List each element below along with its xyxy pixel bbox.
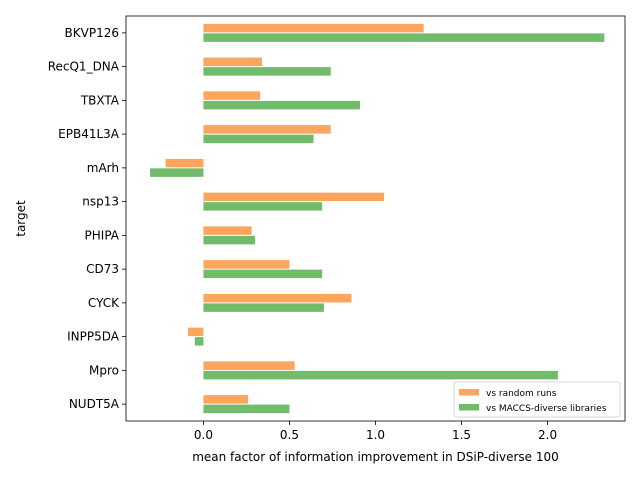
bar-maccs-diverse-epb41l3a xyxy=(203,134,314,144)
bar-random-runs-cd73 xyxy=(203,260,290,269)
x-tick-label: 0.5 xyxy=(280,428,299,442)
bar-maccs-diverse-cd73 xyxy=(203,269,323,279)
bar-maccs-diverse-tbxta xyxy=(203,100,361,110)
bar-random-runs-marh xyxy=(165,158,204,168)
y-tick-label: PHIPA xyxy=(85,228,120,242)
y-tick-label: TBXTA xyxy=(80,93,120,107)
bar-maccs-diverse-cyck xyxy=(203,303,324,312)
x-tick-label: 2.0 xyxy=(538,428,557,442)
bar-random-runs-tbxta xyxy=(203,91,261,100)
bar-maccs-diverse-nsp13 xyxy=(203,202,323,211)
legend: vs random runs vs MACCS-diverse libraries xyxy=(453,381,621,418)
y-tick-label: INPP5DA xyxy=(67,330,120,344)
bar-random-runs-cyck xyxy=(203,293,352,303)
y-tick-label: nsp13 xyxy=(82,195,119,209)
legend-swatch xyxy=(459,404,479,411)
bar-maccs-diverse-recq1-dna xyxy=(203,67,331,76)
y-tick-label: CYCK xyxy=(88,296,120,310)
bar-maccs-diverse-marh xyxy=(150,168,204,177)
bar-random-runs-nudt5a xyxy=(203,395,249,404)
bar-random-runs-phipa xyxy=(203,226,252,235)
bar-random-runs-recq1-dna xyxy=(203,57,262,67)
bar-random-runs-nsp13 xyxy=(203,192,385,202)
x-tick-label: 1.0 xyxy=(366,428,385,442)
bar-random-runs-bkvp126 xyxy=(203,23,424,33)
x-tick-label: 1.5 xyxy=(452,428,471,442)
bar-maccs-diverse-mpro xyxy=(203,370,558,380)
y-tick-label: Mpro xyxy=(89,363,119,377)
y-tick-label: EPB41L3A xyxy=(58,127,120,141)
legend-entry-label: vs MACCS-diverse libraries xyxy=(486,404,607,414)
bar-maccs-diverse-bkvp126 xyxy=(203,33,605,42)
bar-random-runs-epb41l3a xyxy=(203,125,331,134)
bar-random-runs-mpro xyxy=(203,361,295,370)
legend-box xyxy=(453,381,621,418)
x-axis-ticks: 0.0 0.5 1.0 1.5 2.0 xyxy=(194,421,557,442)
bar-random-runs-inpp5da xyxy=(187,327,204,337)
legend-entry-label: vs random runs xyxy=(486,389,557,399)
y-axis-label: target xyxy=(14,200,28,237)
bar-maccs-diverse-nudt5a xyxy=(203,404,290,414)
y-axis-ticks: BKVP126 RecQ1_DNA TBXTA EPB41L3A mArh nsp13 PH… xyxy=(48,26,126,411)
legend-swatch xyxy=(459,389,479,396)
x-tick-label: 0.0 xyxy=(194,428,213,442)
y-tick-label: NUDT5A xyxy=(69,397,120,411)
y-tick-label: mArh xyxy=(87,161,119,175)
y-tick-label: BKVP126 xyxy=(65,26,119,40)
bar-maccs-diverse-inpp5da xyxy=(194,337,204,346)
x-axis-label: mean factor of information improvement i… xyxy=(192,450,559,464)
y-tick-label: RecQ1_DNA xyxy=(48,60,120,74)
y-tick-label: CD73 xyxy=(86,262,119,276)
bars-layer xyxy=(150,23,605,414)
bar-maccs-diverse-phipa xyxy=(203,235,256,245)
